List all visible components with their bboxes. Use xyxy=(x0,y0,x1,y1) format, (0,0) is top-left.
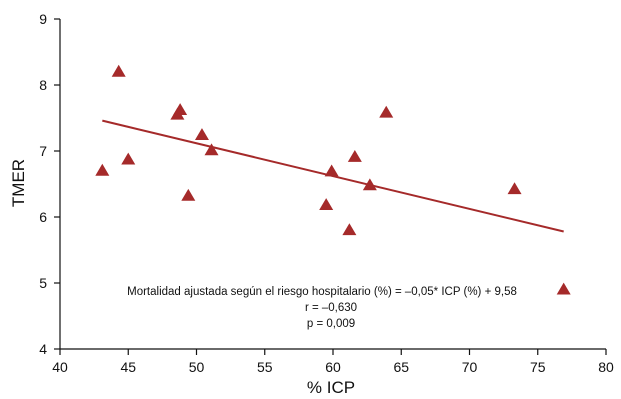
x-tick-label: 65 xyxy=(393,359,409,375)
correlation-r: r = –0,630 xyxy=(305,302,357,314)
data-point-triangle xyxy=(324,164,339,177)
data-point-triangle xyxy=(507,182,522,195)
y-tick-label: 5 xyxy=(39,275,47,291)
y-ticks: 4 5 6 7 8 9 xyxy=(39,11,60,357)
regression-equation: Mortalidad ajustada según el riesgo hosp… xyxy=(127,286,517,298)
data-point-triangle xyxy=(319,198,334,211)
data-point-triangle xyxy=(111,64,126,77)
x-tick-label: 80 xyxy=(598,359,614,375)
x-tick-label: 40 xyxy=(52,359,68,375)
x-axis-title: % ICP xyxy=(307,378,355,397)
y-tick-label: 9 xyxy=(39,11,47,27)
data-point-triangle xyxy=(173,103,188,115)
y-tick-label: 4 xyxy=(39,341,47,357)
data-point-triangle xyxy=(379,105,394,118)
x-tick-label: 45 xyxy=(120,359,136,375)
data-point-triangle xyxy=(556,282,571,295)
y-tick-label: 7 xyxy=(39,143,47,159)
data-point-triangle xyxy=(347,149,362,162)
y-axis-title: TMER xyxy=(9,159,28,207)
x-ticks: 40 45 50 55 60 65 70 75 80 xyxy=(52,349,614,375)
data-points xyxy=(95,64,571,295)
y-tick-label: 6 xyxy=(39,209,47,225)
data-point-triangle xyxy=(95,163,110,176)
data-point-triangle xyxy=(204,143,219,156)
y-tick-label: 8 xyxy=(39,77,47,93)
p-value: p = 0,009 xyxy=(307,318,355,330)
data-point-triangle xyxy=(181,188,196,201)
data-point-triangle xyxy=(194,128,209,141)
x-tick-label: 60 xyxy=(325,359,341,375)
axes xyxy=(59,19,606,350)
x-tick-label: 70 xyxy=(462,359,478,375)
data-point-triangle xyxy=(362,178,377,191)
x-tick-label: 50 xyxy=(189,359,205,375)
x-tick-label: 75 xyxy=(530,359,546,375)
data-point-triangle xyxy=(342,223,357,236)
x-tick-label: 55 xyxy=(257,359,273,375)
data-point-triangle xyxy=(121,152,136,165)
